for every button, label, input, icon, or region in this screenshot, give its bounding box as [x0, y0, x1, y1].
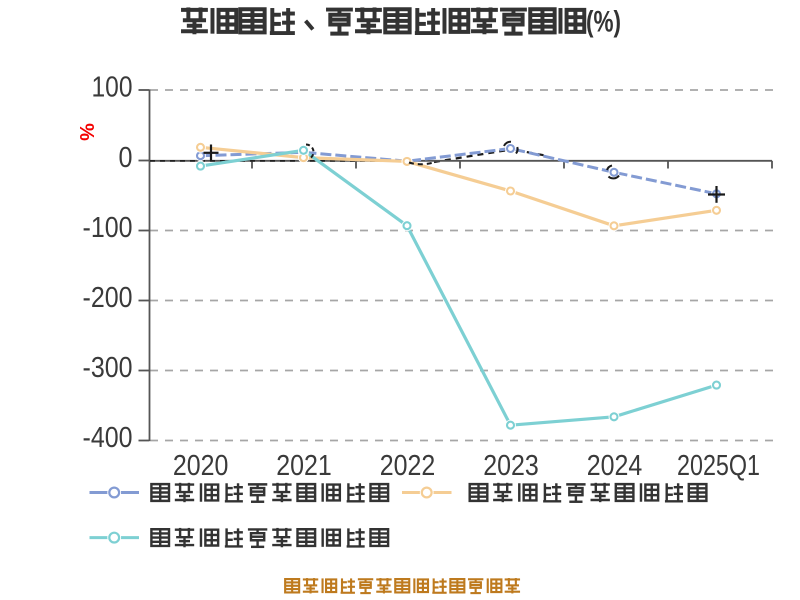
- svg-text:0: 0: [119, 142, 133, 174]
- svg-text:2025Q1: 2025Q1: [677, 450, 760, 482]
- svg-text:%: %: [75, 123, 97, 141]
- svg-text:2020: 2020: [173, 450, 229, 482]
- svg-text:2021: 2021: [276, 450, 332, 482]
- svg-text:-200: -200: [83, 282, 133, 314]
- svg-text:100: 100: [92, 71, 133, 103]
- svg-text:2022: 2022: [380, 450, 436, 482]
- svg-text:-100: -100: [83, 212, 133, 244]
- svg-text:-400: -400: [83, 422, 133, 454]
- svg-text:2024: 2024: [587, 450, 643, 482]
- svg-text:(%): (%): [586, 6, 621, 39]
- svg-text:-300: -300: [83, 352, 133, 384]
- svg-text:2023: 2023: [483, 450, 539, 482]
